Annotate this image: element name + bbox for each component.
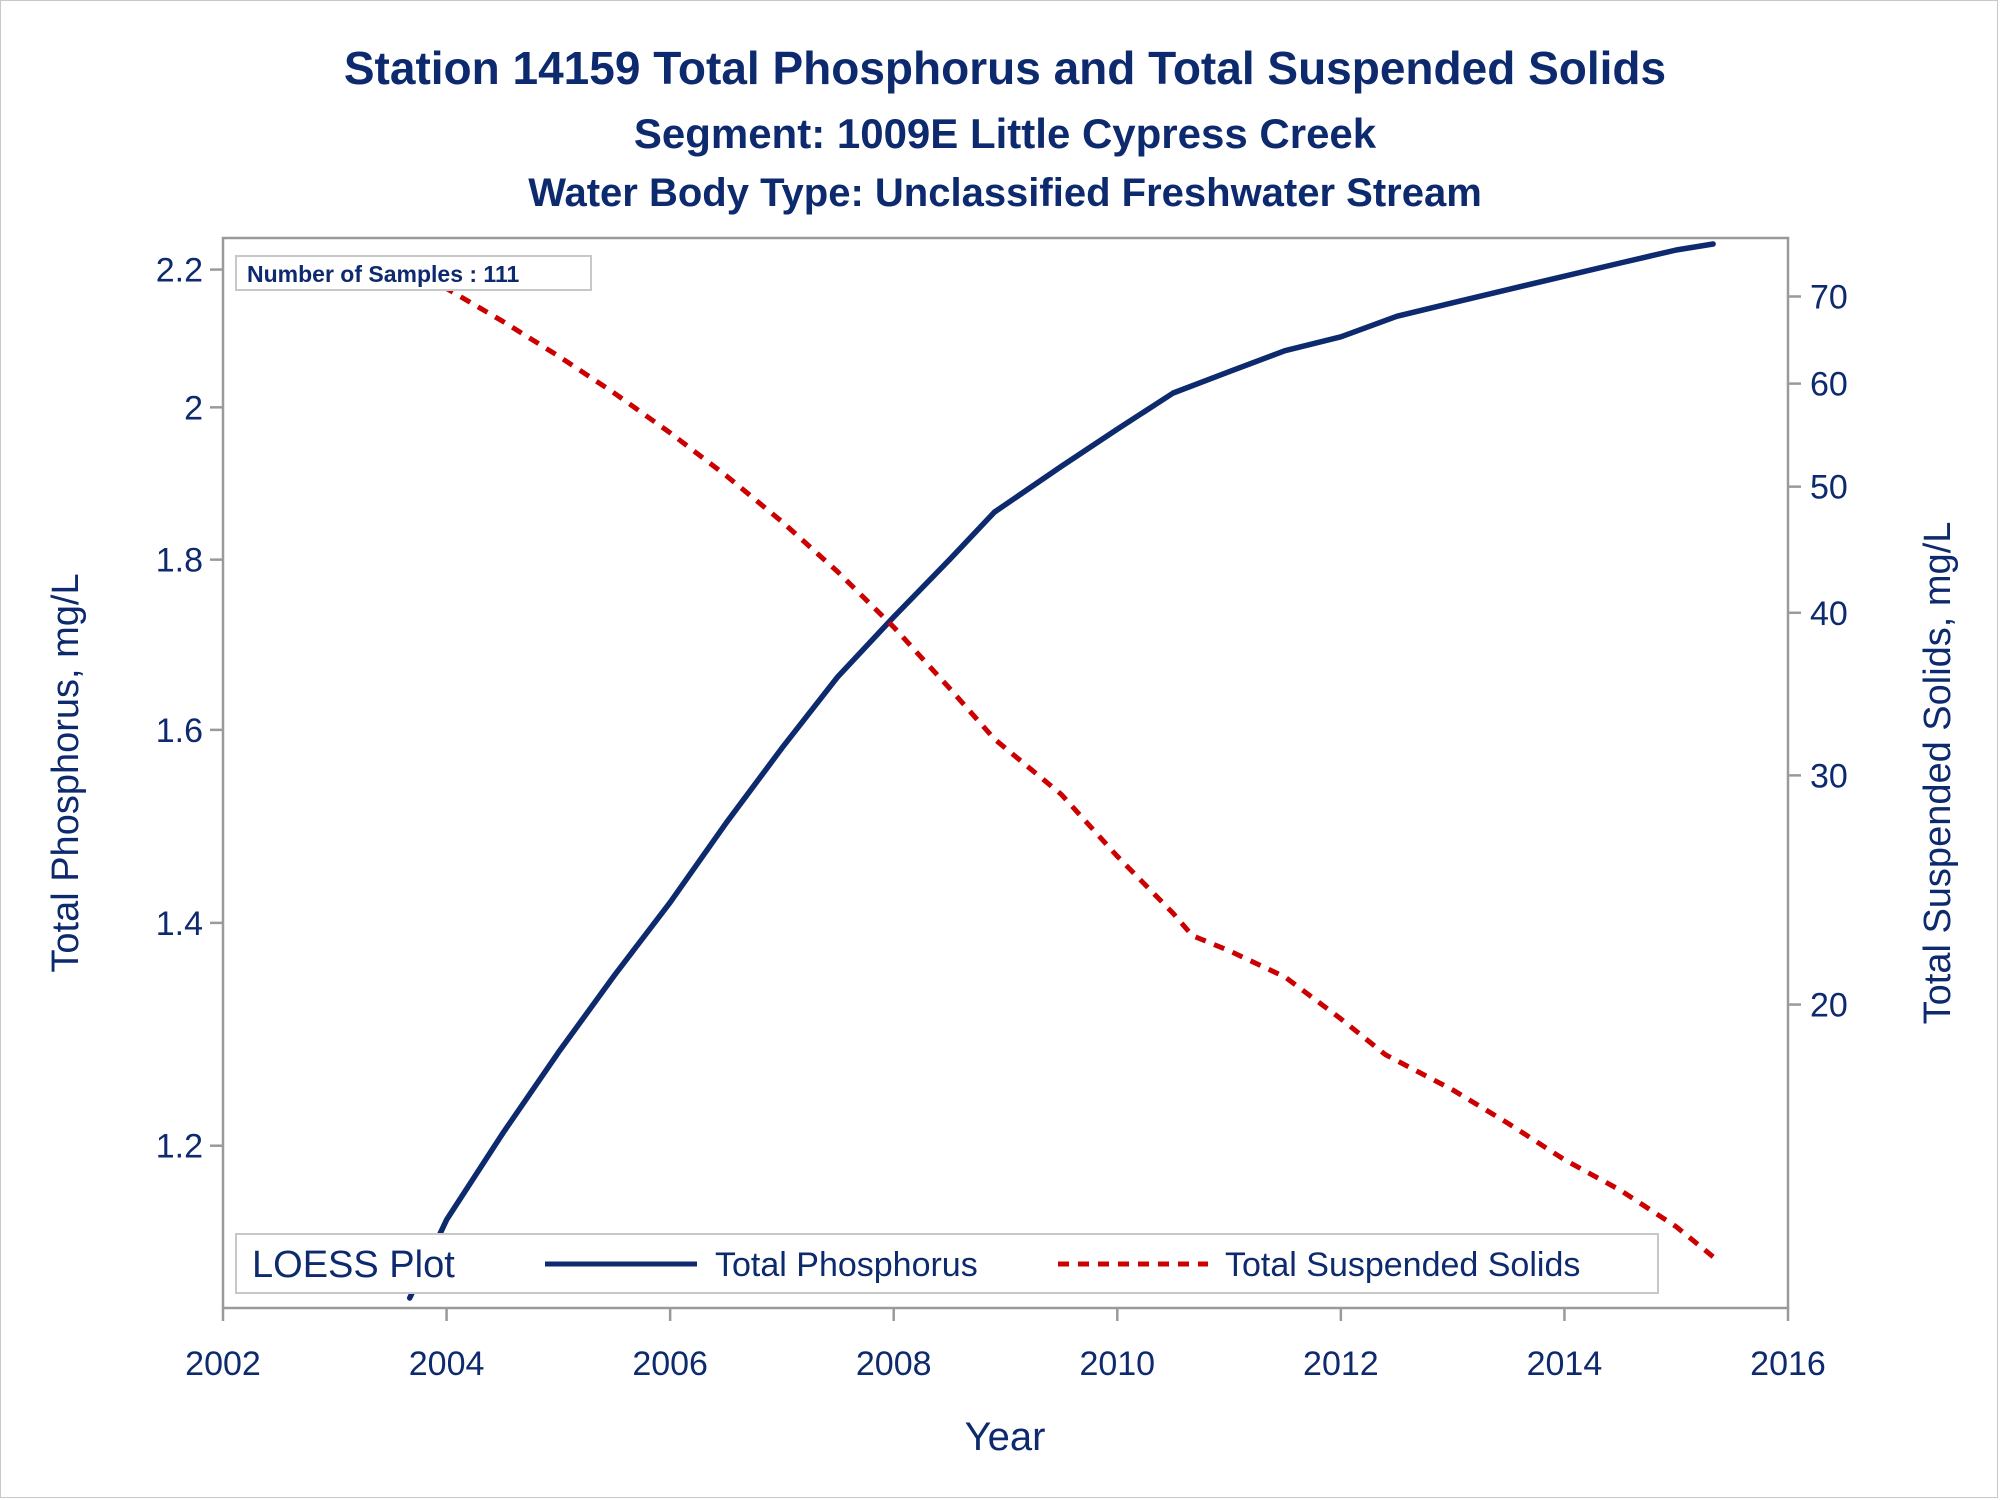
y-tick-label-0: 1.2 — [156, 1128, 203, 1166]
y-tick-label-1: 1.4 — [156, 905, 203, 943]
legend-title: LOESS Plot — [252, 1244, 455, 1286]
plot-area — [221, 236, 1790, 1310]
y-axis-left: 1.2 1.4 1.6 1.8 2 2.2 — [156, 252, 223, 1166]
x-tick-label-2014: 2014 — [1527, 1345, 1603, 1383]
x-tick-label-2010: 2010 — [1079, 1345, 1155, 1383]
y-axis-label: Total Phosphorus, mg/L — [45, 573, 87, 972]
chart-subtitle-2: Water Body Type: Unclassified Freshwater… — [528, 171, 1482, 215]
x-axis-label: Year — [965, 1415, 1046, 1459]
sample-count-text: Number of Samples : 111 — [247, 261, 519, 287]
sample-count-box: Number of Samples : 111 — [235, 255, 592, 291]
series-line-total-phosphorus — [406, 241, 1716, 1301]
y-tick-label-3: 1.8 — [156, 542, 203, 580]
y-tick-label-2: 1.6 — [156, 712, 203, 750]
legend: LOESS Plot Total Phosphorus Total Suspen… — [235, 1233, 1659, 1294]
y2-tick-label-1: 30 — [1810, 757, 1848, 795]
y-tick-label-5: 2.2 — [156, 252, 203, 290]
sample-count-frame — [235, 255, 592, 291]
x-axis: 2002 2004 2006 2008 2010 2012 2014 2016 — [185, 1308, 1826, 1383]
y-tick-label-4: 2 — [184, 389, 203, 427]
legend-frame — [235, 1233, 1659, 1294]
y2-tick-label-5: 70 — [1810, 278, 1848, 316]
y2-axis-label: Total Suspended Solids, mg/L — [1917, 522, 1959, 1025]
y2-tick-label-3: 50 — [1810, 469, 1848, 507]
x-tick-label-2006: 2006 — [632, 1345, 708, 1383]
y2-tick-label-0: 20 — [1810, 987, 1848, 1025]
y2-tick-label-4: 60 — [1810, 366, 1848, 404]
y-axis-right: 20 30 40 50 60 70 — [1788, 278, 1848, 1025]
y2-tick-label-2: 40 — [1810, 595, 1848, 633]
legend-label-total-phosphorus: Total Phosphorus — [715, 1246, 978, 1284]
series-layer — [406, 241, 1716, 1301]
chart-subtitle: Segment: 1009E Little Cypress Creek — [634, 110, 1377, 157]
x-tick-label-2008: 2008 — [856, 1345, 932, 1383]
x-tick-label-2002: 2002 — [185, 1345, 261, 1383]
x-tick-label-2016: 2016 — [1750, 1345, 1826, 1383]
chart-title: Station 14159 Total Phosphorus and Total… — [344, 42, 1666, 94]
x-tick-label-2004: 2004 — [409, 1345, 485, 1383]
legend-label-total-suspended-solids: Total Suspended Solids — [1225, 1246, 1580, 1284]
x-tick-label-2012: 2012 — [1303, 1345, 1379, 1383]
series-line-total-suspended-solids — [408, 262, 1715, 1259]
